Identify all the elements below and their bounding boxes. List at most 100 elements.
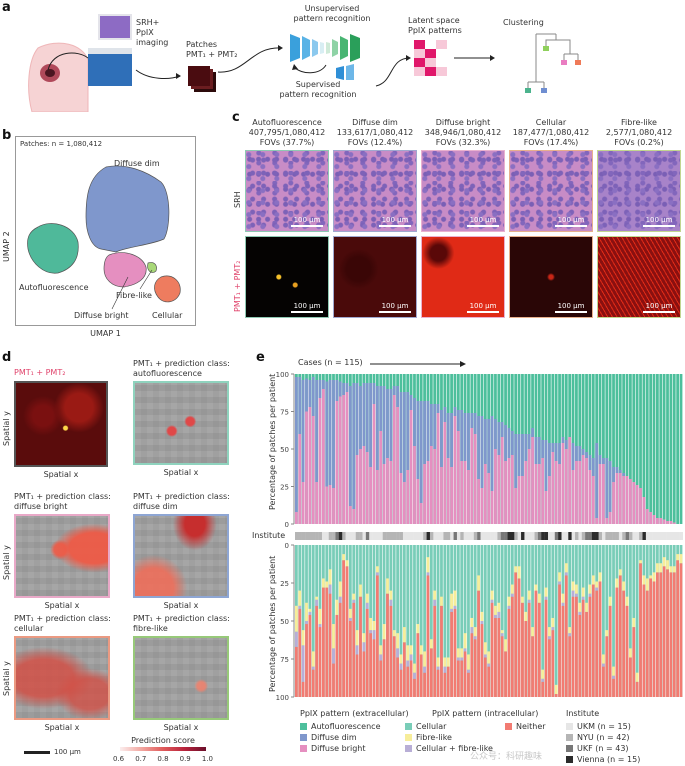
bar-segment-fibre-like (305, 602, 308, 621)
legend-item: UKF (n = 43) (566, 743, 640, 754)
bar-segment-diffuse-bright (301, 482, 305, 524)
bar-segment-neither (652, 581, 656, 697)
bar-segment-diffuse-bright (416, 479, 420, 524)
bar-segment-diffuse-dim (446, 413, 450, 458)
bar-segment-cellular-fibre-like (541, 678, 545, 682)
bar-segment-autofluorescence (649, 374, 653, 524)
bar-segment-diffuse-bright (318, 398, 322, 524)
bar-segment-fibre-like (318, 608, 322, 625)
bar-segment-diffuse-dim (575, 446, 578, 461)
column-header-count: 133,617/1,080,412 (336, 128, 414, 137)
bar-segment-cellular (416, 545, 420, 697)
legend-label: UKM (n = 15) (577, 722, 631, 731)
institute-cell (618, 532, 623, 540)
institute-cell (416, 532, 421, 540)
bar-segment-autofluorescence (598, 374, 602, 524)
institute-cell (325, 532, 329, 540)
panel-label-e: e (256, 350, 265, 365)
bar-segment-cellular (396, 545, 399, 697)
bar-segment-diffuse-dim (409, 395, 413, 410)
bar-segment-cellular-fibre-like (399, 663, 403, 670)
bar-segment-fibre-like (450, 593, 453, 609)
patches-stack (188, 66, 210, 86)
bar-segment-diffuse-bright (578, 461, 582, 524)
scale-bar-label: 100 µm (293, 302, 321, 310)
supervised-line: pattern recognition (279, 90, 357, 99)
cluster-diffuse-bright (103, 252, 147, 288)
bar-segment-diffuse-dim (544, 440, 548, 491)
bar-segment-fibre-like (534, 584, 538, 591)
bar-segment-fibre-like (659, 563, 663, 573)
bar-segment-neither (483, 657, 487, 697)
bar-segment-diffuse-bright (443, 422, 447, 524)
bar-segment-neither (618, 575, 622, 697)
institute-cell (504, 532, 508, 540)
bar-segment-fibre-like (477, 575, 480, 591)
bar-segment-diffuse-dim (605, 458, 609, 518)
bar-segment-fibre-like (527, 590, 531, 600)
institute-cell (551, 532, 555, 540)
bar-segment-diffuse-dim (510, 431, 514, 455)
bar-segment-fibre-like (342, 554, 346, 561)
bar-segment-diffuse-bright (308, 407, 312, 524)
bar-segment-cellular-fibre-like (332, 648, 335, 664)
pmt-image: 100 µm (333, 236, 417, 318)
institute-cell (561, 532, 566, 540)
institute-cell (477, 532, 481, 540)
scale-bar (24, 751, 50, 754)
bar-segment-cellular-fibre-like (595, 587, 599, 591)
bar-segment-fibre-like (399, 654, 403, 664)
institute-cell (460, 532, 464, 540)
umap-x-label: UMAP 1 (90, 329, 121, 338)
bar-segment-fibre-like (561, 593, 565, 603)
spatial-y-label: Spatial y (2, 545, 11, 580)
y-tick-label: 0 (285, 521, 289, 528)
institute-cell (662, 532, 667, 540)
bar-segment-diffuse-bright (551, 452, 555, 524)
institute-cell (406, 532, 410, 540)
bar-segment-cellular-fibre-like (365, 602, 369, 609)
bar-segment-fibre-like (369, 617, 372, 631)
bar-segment-autofluorescence (642, 374, 646, 524)
bar-segment-cellular-fibre-like (612, 675, 615, 679)
bar-segment-diffuse-dim (365, 383, 369, 452)
legend-item: Vienna (n = 15) (566, 754, 640, 765)
legend-item: Diffuse bright (300, 743, 381, 754)
bar-segment-neither (561, 605, 565, 697)
pmt-image: 100 µm (245, 236, 329, 318)
bar-segment-diffuse-dim (416, 401, 420, 479)
bar-segment-fibre-like (649, 575, 653, 579)
institute-cell (318, 532, 323, 540)
bar-segment-fibre-like (672, 566, 676, 573)
institute-cell (568, 532, 572, 540)
bar-segment-neither (406, 666, 410, 697)
label-fibre-like: Fibre-like (116, 291, 152, 300)
bar-segment-fibre-like (615, 578, 619, 588)
bar-segment-diffuse-dim (325, 381, 329, 487)
bar-segment-diffuse-bright (392, 395, 396, 524)
colorbar-tick: 0.6 (113, 755, 125, 763)
bar-segment-neither (467, 672, 470, 697)
bar-segment-cellular-fibre-like (544, 596, 548, 600)
institute-cell (375, 532, 380, 540)
bar-segment-fibre-like (629, 648, 632, 658)
bar-segment-fibre-like (440, 596, 443, 606)
prediction-map-diffuse-bright (14, 514, 110, 598)
bar-segment-neither (295, 646, 298, 697)
bar-segment-cellular-fibre-like (433, 599, 437, 606)
legend-swatch (566, 734, 573, 741)
legend-label: Autofluorescence (311, 722, 381, 731)
legend-item: NYU (n = 42) (566, 732, 640, 743)
bar-segment-fibre-like (497, 602, 501, 612)
umap-plot: Patches: n = 1,080,412 Diffuse dim Autof… (15, 136, 196, 326)
legend-item: Neither (505, 721, 546, 732)
bar-segment-diffuse-bright (345, 392, 349, 524)
bar-segment-fibre-like (389, 590, 393, 600)
bar-segment-cellular-fibre-like (564, 572, 568, 576)
bar-segment-cellular-fibre-like (561, 602, 565, 606)
bar-segment-cellular (406, 545, 410, 697)
bar-segment-fibre-like (483, 642, 487, 655)
institute-cell (676, 532, 680, 540)
bar-segment-diffuse-dim (551, 443, 555, 452)
e-top-ylabel: Percentage of patches per patient (268, 373, 277, 510)
